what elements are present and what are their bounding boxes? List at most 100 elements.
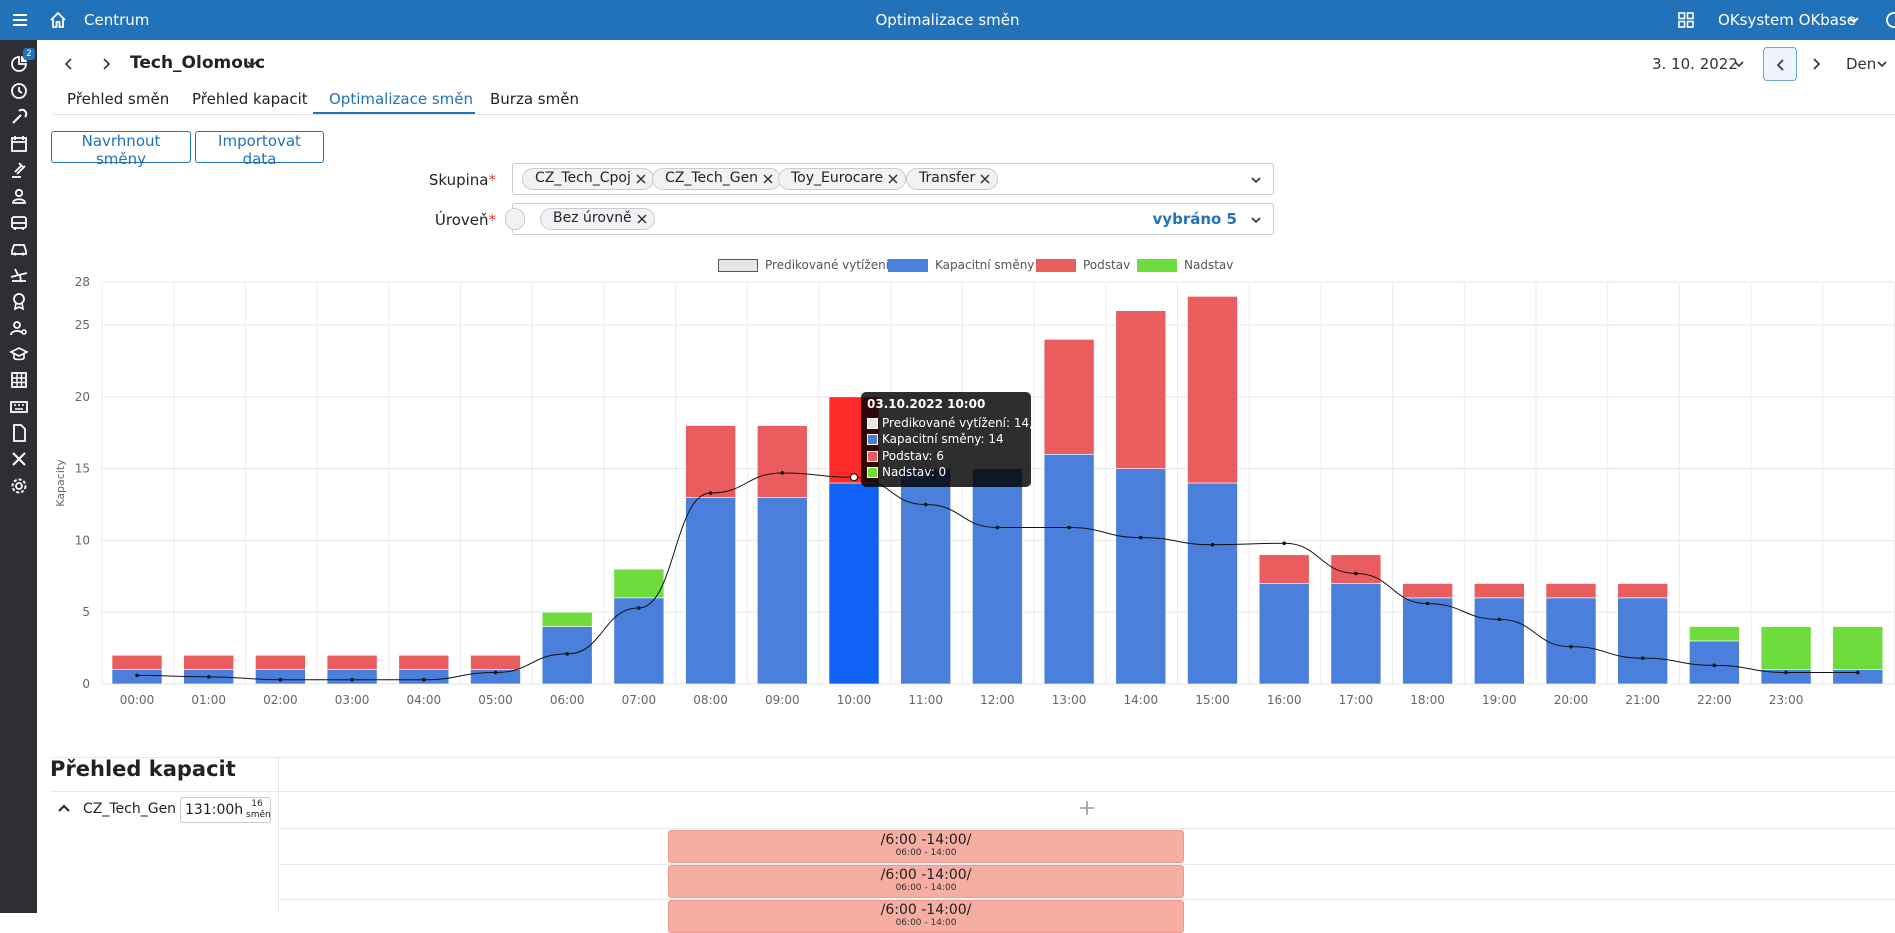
chevron-down-icon[interactable] bbox=[244, 56, 260, 72]
level-label-text: Úroveň bbox=[434, 211, 489, 229]
award-icon[interactable] bbox=[9, 291, 29, 311]
top-bar: Centrum Optimalizace směn OKsystem OKbas… bbox=[0, 0, 1895, 40]
predicted-load-point bbox=[1712, 663, 1717, 668]
keyboard-icon[interactable] bbox=[9, 397, 29, 417]
predicted-load-point bbox=[850, 473, 858, 482]
chevron-down-icon[interactable] bbox=[1249, 173, 1263, 187]
wrench-icon[interactable] bbox=[9, 449, 29, 469]
gavel-icon[interactable] bbox=[9, 160, 29, 180]
y-tick-label: 0 bbox=[82, 677, 90, 691]
predicted-load-point bbox=[1139, 535, 1143, 540]
group-chip: CZ_Tech_Cpoj bbox=[522, 168, 654, 190]
predicted-load-point bbox=[1497, 617, 1502, 622]
settings-icon[interactable] bbox=[9, 476, 29, 496]
tab-shift-optimization[interactable]: Optimalizace směn bbox=[313, 86, 475, 114]
shift-block[interactable]: /6:00 -14:00/ 06:00 - 14:00 bbox=[668, 865, 1184, 898]
chevron-down-icon[interactable] bbox=[1846, 12, 1862, 28]
shift-time: 06:00 - 14:00 bbox=[895, 848, 957, 858]
bar-overstaffed bbox=[541, 611, 593, 627]
selected-count: vybráno 5 bbox=[1152, 210, 1237, 228]
remove-chip-icon[interactable] bbox=[887, 173, 899, 185]
bar-capacity bbox=[1545, 597, 1597, 685]
tools-icon[interactable] bbox=[9, 107, 29, 127]
user-icon[interactable] bbox=[1884, 10, 1895, 30]
group-chip: CZ_Tech_Gen bbox=[652, 168, 782, 190]
import-data-button[interactable]: Importovat data bbox=[195, 131, 324, 168]
shift-count-unit: směn bbox=[246, 810, 271, 820]
group-multiselect[interactable]: CZ_Tech_Cpoj CZ_Tech_Gen Toy_Eurocare Tr… bbox=[512, 163, 1274, 195]
bus-icon[interactable] bbox=[9, 213, 29, 233]
shift-block[interactable]: /6:00 -14:00/ 06:00 - 14:00 bbox=[668, 830, 1184, 863]
y-tick-label: 25 bbox=[75, 318, 90, 332]
home-icon[interactable] bbox=[48, 10, 68, 30]
plane-icon[interactable] bbox=[9, 265, 29, 285]
legend-label: Predikované vytížení bbox=[765, 258, 890, 272]
x-tick-label: 06:00 bbox=[550, 693, 585, 707]
period-selector[interactable]: Den bbox=[1846, 55, 1877, 73]
tab-shift-overview[interactable]: Přehled směn bbox=[67, 90, 170, 108]
apps-grid-icon[interactable] bbox=[1676, 10, 1696, 30]
propose-shifts-button[interactable]: Navrhnout směny bbox=[51, 131, 191, 168]
location-selector[interactable]: Tech_Olomouc bbox=[130, 53, 266, 73]
chip-label: CZ_Tech_Gen bbox=[665, 170, 759, 186]
calendar-icon[interactable] bbox=[9, 134, 29, 154]
chevron-up-icon[interactable] bbox=[56, 801, 72, 817]
predicted-load-point bbox=[1354, 571, 1358, 576]
x-tick-label: 13:00 bbox=[1052, 693, 1087, 707]
bar-understaffed bbox=[685, 425, 736, 498]
predicted-load-point bbox=[350, 677, 354, 682]
hamburger-icon[interactable] bbox=[10, 10, 30, 30]
car-icon[interactable] bbox=[9, 239, 29, 259]
remove-chip-icon[interactable] bbox=[762, 173, 774, 185]
row-divider bbox=[278, 899, 1895, 900]
x-tick-label: 03:00 bbox=[335, 693, 370, 707]
shift-title: /6:00 -14:00/ bbox=[880, 902, 972, 918]
document-icon[interactable] bbox=[9, 423, 29, 443]
clock-icon[interactable] bbox=[9, 81, 29, 101]
table-icon[interactable] bbox=[9, 370, 29, 390]
shift-count-value: 16 bbox=[251, 799, 263, 809]
next-day-button[interactable] bbox=[1806, 54, 1826, 74]
next-location-icon[interactable] bbox=[96, 54, 116, 74]
previous-location-icon[interactable] bbox=[59, 54, 79, 74]
education-icon[interactable] bbox=[9, 344, 29, 364]
app-name-link[interactable]: Centrum bbox=[84, 11, 150, 29]
scrolled-chip-edge bbox=[505, 208, 525, 230]
required-mark: * bbox=[488, 211, 497, 229]
remove-chip-icon[interactable] bbox=[635, 173, 647, 185]
remove-chip-icon[interactable] bbox=[979, 173, 991, 185]
chevron-down-icon[interactable] bbox=[1874, 56, 1890, 72]
person-icon[interactable] bbox=[9, 186, 29, 206]
shift-time: 06:00 - 14:00 bbox=[895, 918, 957, 928]
remove-chip-icon[interactable] bbox=[636, 213, 648, 225]
tab-shift-exchange[interactable]: Burza směn bbox=[490, 90, 579, 108]
x-tick-label: 08:00 bbox=[693, 693, 728, 707]
date-picker[interactable]: 3. 10. 2022 bbox=[1652, 55, 1738, 73]
tab-capacity-overview[interactable]: Přehled kapacit bbox=[192, 90, 308, 108]
level-chip: Bez úrovně bbox=[540, 208, 655, 230]
bar-understaffed bbox=[255, 654, 306, 670]
shift-time: 06:00 - 14:00 bbox=[895, 883, 957, 893]
add-shift-icon[interactable] bbox=[1077, 798, 1097, 818]
shift-title: /6:00 -14:00/ bbox=[880, 867, 972, 883]
x-tick-label: 02:00 bbox=[263, 693, 298, 707]
x-tick-label: 11:00 bbox=[908, 693, 943, 707]
shift-title: /6:00 -14:00/ bbox=[880, 832, 972, 848]
bar-understaffed bbox=[756, 425, 808, 498]
chip-label: Transfer bbox=[919, 170, 976, 186]
chevron-down-icon[interactable] bbox=[1249, 213, 1263, 227]
x-tick-label: 19:00 bbox=[1482, 693, 1517, 707]
previous-day-button[interactable] bbox=[1763, 47, 1797, 81]
capacity-chart[interactable]: 0 5 10 15 20 25 28 Kapacity 00:00 01:00 02:00 03:00… bbox=[0, 270, 1895, 720]
x-tick-label: 14:00 bbox=[1124, 693, 1159, 707]
x-tick-label: 05:00 bbox=[478, 693, 513, 707]
bar-capacity bbox=[1115, 468, 1167, 685]
level-multiselect[interactable]: Bez úrovně vybráno 5 bbox=[505, 203, 1274, 235]
chevron-down-icon[interactable] bbox=[1731, 56, 1747, 72]
person-search-icon[interactable] bbox=[9, 318, 29, 338]
organization-selector[interactable]: OKsystem OKbase bbox=[1718, 11, 1857, 29]
hours-total: 131:00h bbox=[185, 802, 244, 818]
bar-overstaffed bbox=[1689, 626, 1740, 642]
shift-block[interactable]: /6:00 -14:00/ 06:00 - 14:00 bbox=[668, 900, 1184, 933]
bar-capacity bbox=[828, 482, 880, 685]
